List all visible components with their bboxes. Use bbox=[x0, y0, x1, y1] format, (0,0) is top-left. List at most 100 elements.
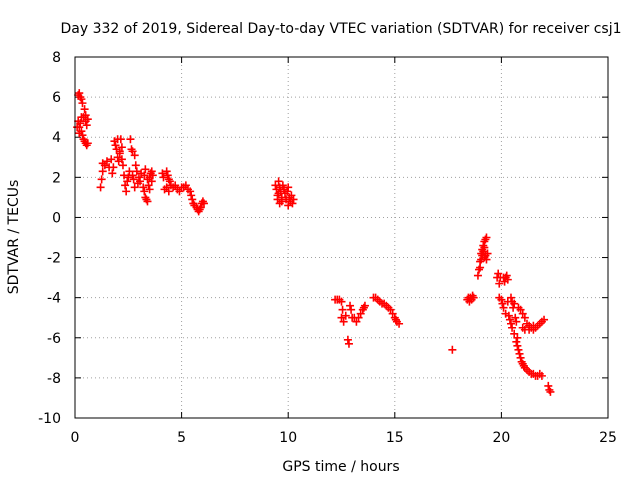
data-point bbox=[163, 171, 172, 180]
data-point bbox=[516, 305, 525, 314]
data-point bbox=[164, 187, 173, 196]
data-point bbox=[132, 167, 141, 176]
data-point bbox=[346, 301, 355, 310]
data-point bbox=[518, 309, 527, 318]
plot-frame bbox=[74, 56, 609, 419]
data-point bbox=[78, 99, 87, 108]
data-point bbox=[482, 255, 491, 264]
y-tick-label: -10 bbox=[38, 411, 61, 427]
data-point bbox=[175, 187, 184, 196]
data-points bbox=[73, 89, 555, 396]
y-tick-label: -4 bbox=[47, 291, 61, 307]
x-tick-label: 20 bbox=[492, 430, 510, 446]
data-point bbox=[97, 175, 106, 184]
data-point bbox=[81, 111, 90, 120]
data-point bbox=[537, 371, 546, 380]
x-tick-label: 15 bbox=[386, 430, 404, 446]
data-point bbox=[395, 319, 404, 328]
data-point bbox=[140, 171, 149, 180]
data-point bbox=[145, 185, 154, 194]
data-point bbox=[107, 155, 116, 164]
data-point bbox=[111, 141, 120, 150]
data-point bbox=[502, 271, 511, 280]
data-point bbox=[503, 275, 512, 284]
data-point bbox=[77, 95, 86, 104]
data-point bbox=[494, 269, 503, 278]
data-point bbox=[388, 309, 397, 318]
data-point bbox=[118, 161, 127, 170]
data-point bbox=[352, 317, 361, 326]
data-point bbox=[131, 161, 140, 170]
data-point bbox=[82, 121, 91, 130]
data-point bbox=[126, 135, 135, 144]
data-point bbox=[186, 187, 195, 196]
data-point bbox=[513, 341, 522, 350]
data-point bbox=[497, 295, 506, 304]
data-point bbox=[479, 247, 488, 256]
data-point bbox=[75, 129, 84, 138]
y-axis-label: SDTVAR / TECUs bbox=[6, 180, 22, 295]
data-point bbox=[171, 181, 180, 190]
data-point bbox=[508, 323, 517, 332]
y-tick-label: 4 bbox=[52, 130, 61, 146]
data-point bbox=[512, 317, 521, 326]
data-point bbox=[115, 147, 124, 156]
data-point bbox=[109, 163, 118, 172]
data-point bbox=[514, 345, 523, 354]
data-point bbox=[122, 187, 131, 196]
data-point bbox=[196, 203, 205, 212]
y-tick-label: -2 bbox=[47, 251, 61, 267]
data-point bbox=[83, 139, 92, 148]
data-point bbox=[158, 169, 167, 178]
data-point bbox=[505, 315, 514, 324]
y-tick-label: 8 bbox=[52, 50, 61, 66]
data-point bbox=[289, 195, 298, 204]
data-point bbox=[511, 313, 520, 322]
data-point bbox=[188, 195, 197, 204]
data-point bbox=[100, 161, 109, 170]
data-point bbox=[525, 325, 534, 334]
data-point bbox=[125, 167, 134, 176]
data-point bbox=[284, 201, 293, 210]
data-point bbox=[147, 177, 156, 186]
data-point bbox=[480, 243, 489, 252]
data-point bbox=[129, 175, 138, 184]
data-point bbox=[139, 183, 148, 192]
data-point bbox=[159, 173, 168, 182]
y-tick-label: 6 bbox=[52, 90, 61, 106]
data-point bbox=[482, 233, 491, 242]
x-tick-label: 0 bbox=[71, 430, 80, 446]
data-point bbox=[134, 173, 143, 182]
data-point bbox=[288, 199, 297, 208]
data-point bbox=[347, 305, 356, 314]
data-point bbox=[448, 345, 457, 354]
y-tick-label: -8 bbox=[47, 371, 61, 387]
x-tick-label: 5 bbox=[177, 430, 186, 446]
data-point bbox=[96, 183, 105, 192]
data-point bbox=[102, 157, 111, 166]
data-point bbox=[343, 335, 352, 344]
data-point bbox=[483, 249, 492, 258]
data-point bbox=[274, 177, 283, 186]
data-point bbox=[360, 301, 369, 310]
data-point bbox=[73, 123, 82, 132]
data-point bbox=[341, 311, 350, 320]
data-point bbox=[287, 191, 296, 200]
data-point bbox=[199, 199, 208, 208]
data-point bbox=[337, 297, 346, 306]
data-point bbox=[476, 263, 485, 272]
data-point bbox=[529, 321, 538, 330]
data-point bbox=[284, 183, 293, 192]
data-point bbox=[339, 317, 348, 326]
grid-lines bbox=[75, 57, 608, 418]
data-point bbox=[504, 311, 513, 320]
data-point bbox=[344, 339, 353, 348]
data-point bbox=[498, 299, 507, 308]
x-tick-label: 25 bbox=[599, 430, 617, 446]
y-tick-label: 2 bbox=[52, 170, 61, 186]
data-point bbox=[121, 181, 130, 190]
data-point bbox=[544, 381, 553, 390]
data-point bbox=[513, 333, 522, 342]
axis-ticks: 0 5 10 15 20 25 -10 -8 -6 -4 -2 0 2 4 6 8 bbox=[38, 50, 617, 446]
data-point bbox=[143, 175, 152, 184]
